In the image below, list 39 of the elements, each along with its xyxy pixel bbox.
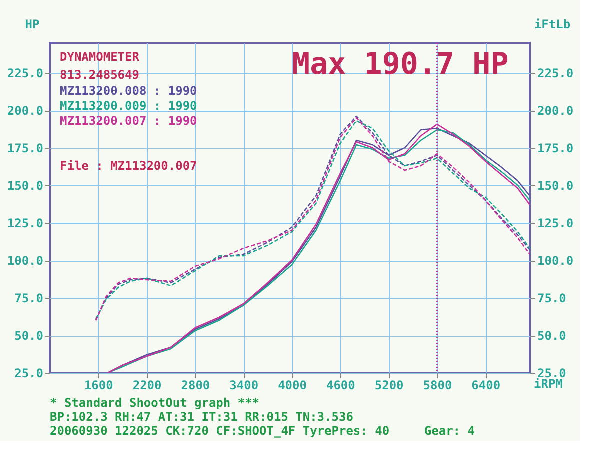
y2-tick-label: 50.0 bbox=[538, 329, 566, 343]
x-tick-label: 4600 bbox=[326, 378, 356, 392]
y2-tick-label: 100.0 bbox=[538, 254, 574, 268]
y-tick-label: 200.0 bbox=[7, 104, 44, 118]
x-tick-label: 5800 bbox=[423, 378, 452, 392]
text: BP:102.3 RH:47 AT:31 IT:31 RR:015 TN:3.536 bbox=[50, 410, 354, 424]
text: MZ113200.007 : 1990 bbox=[60, 114, 198, 128]
y-tick-label: 75.0 bbox=[14, 292, 44, 306]
text: 20060930 122025 CK:720 CF:SHOOT_4F TyrePres: 40 bbox=[50, 424, 390, 438]
y2-tick-label: 150.0 bbox=[538, 179, 574, 193]
y-tick-label: 50.0 bbox=[14, 329, 44, 343]
y-tick-label: 25.0 bbox=[14, 366, 44, 380]
annotation: DYNAMOMETER bbox=[60, 50, 140, 64]
x-tick-label: 2800 bbox=[181, 378, 210, 392]
y2-tick-label: 225.0 bbox=[538, 66, 574, 80]
x-tick-label: 4000 bbox=[278, 378, 307, 392]
x-tick-label: 2200 bbox=[132, 378, 162, 392]
x-tick-label: 5200 bbox=[374, 378, 404, 392]
y2-tick-label: 125.0 bbox=[538, 216, 574, 230]
y2-axis-title: iFtLb bbox=[534, 18, 571, 32]
text: MZ113200.009 : 1990 bbox=[60, 99, 198, 113]
x-tick-label: 1600 bbox=[84, 378, 114, 392]
y2-tick-label: 175.0 bbox=[538, 142, 574, 156]
text: Gear: 4 bbox=[424, 424, 475, 438]
y2-tick-label: 200.0 bbox=[538, 104, 574, 118]
y-axis-title: HP bbox=[25, 18, 40, 32]
chart-title: Max 190.7 HP bbox=[292, 47, 509, 82]
y2-tick-label: 75.0 bbox=[538, 292, 566, 306]
y-tick-label: 150.0 bbox=[7, 179, 44, 193]
x-tick-label: 3400 bbox=[230, 378, 259, 392]
y-tick-label: 225.0 bbox=[7, 66, 44, 80]
y-tick-label: 125.0 bbox=[7, 216, 44, 230]
annotation: File : MZ113200.007 bbox=[60, 159, 198, 173]
y-tick-label: 100.0 bbox=[7, 254, 44, 268]
x-tick-label: 6400 bbox=[472, 378, 501, 392]
y-tick-label: 175.0 bbox=[7, 142, 44, 156]
text: * Standard ShootOut graph *** bbox=[50, 396, 260, 410]
annotation: 813.2485649 bbox=[60, 68, 140, 82]
x-axis-title: iRPM bbox=[534, 377, 563, 391]
